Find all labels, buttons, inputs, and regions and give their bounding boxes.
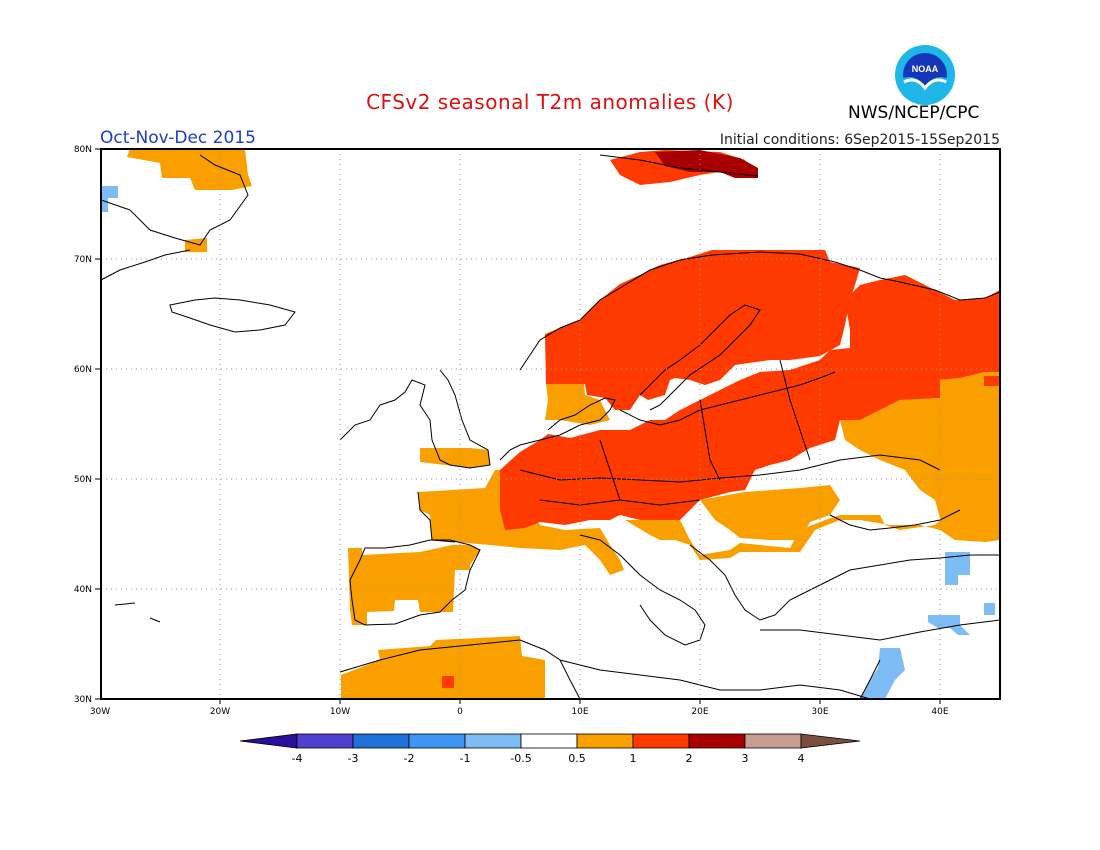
- coastlines: [101, 154, 1000, 699]
- anomaly-region-red-scandinavia: [545, 250, 860, 410]
- legend-tick-minus4: -4: [292, 752, 303, 765]
- lon-label-0: 0: [457, 707, 463, 717]
- lat-label-60n: 60N: [74, 365, 92, 375]
- legend-bin-minus2-minus1: [408, 733, 466, 749]
- anomaly-region-orange-balkan: [700, 485, 840, 540]
- latitude-labels: 80N 70N 60N 50N 40N 30N: [74, 145, 92, 705]
- map-frame: [100, 148, 1001, 700]
- anomaly-region-orange-west: [341, 636, 545, 699]
- legend-tick-minus3: -3: [348, 752, 359, 765]
- legend-tick-minus05: -0.5: [510, 752, 531, 765]
- agency-label: NWS/NCEP/CPC: [848, 103, 980, 123]
- legend-tick-minus1: -1: [460, 752, 471, 765]
- legend-tick-3: 3: [742, 752, 749, 765]
- anomaly-region-darkred-svalbard: [655, 150, 758, 178]
- anomaly-region-orange-uk: [420, 448, 490, 468]
- legend-tick-4: 4: [798, 752, 805, 765]
- lon-label-30w: 30W: [90, 707, 110, 717]
- legend-bin-minus1-minus05: [464, 733, 522, 749]
- legend-bin-3-4: [744, 733, 802, 749]
- color-legend: -4 -3 -2 -1 -0.5 0.5 1 2 3 4: [239, 733, 861, 765]
- graticule: [101, 149, 1000, 699]
- lat-label-40n: 40N: [74, 585, 92, 595]
- initial-conditions: Initial conditions: 6Sep2015-15Sep2015: [719, 132, 1000, 148]
- noaa-logo: NOAA: [895, 45, 955, 105]
- legend-bin-neutral: [520, 733, 578, 749]
- legend-tick-1: 1: [630, 752, 637, 765]
- lon-label-10w: 10W: [330, 707, 350, 717]
- lat-label-50n: 50N: [74, 475, 92, 485]
- forecast-period: Oct-Nov-Dec 2015: [100, 128, 256, 148]
- legend-bin-2-3: [688, 733, 746, 749]
- noaa-logo-text: NOAA: [912, 64, 939, 74]
- anomaly-region-blue-greenland: [101, 186, 118, 212]
- map-title: CFSv2 seasonal T2m anomalies (K): [366, 90, 734, 114]
- legend-bin-05-1: [576, 733, 634, 749]
- anomaly-fields: [101, 149, 1000, 699]
- anomaly-region-blue-levant: [860, 648, 905, 699]
- legend-tick-05: 0.5: [568, 752, 586, 765]
- anomaly-region-orange-scandinavia: [545, 384, 610, 425]
- legend-bin-above-4: [800, 733, 861, 749]
- legend-tick-2: 2: [686, 752, 693, 765]
- lon-label-30e: 30E: [811, 707, 828, 717]
- legend-bin-minus4-minus3: [296, 733, 354, 749]
- lat-label-30n: 30N: [74, 695, 92, 705]
- lon-label-10e: 10E: [571, 707, 588, 717]
- anomaly-region-orange-greenland: [127, 149, 252, 252]
- lat-label-80n: 80N: [74, 145, 92, 155]
- anomaly-region-orange-russia: [840, 372, 1000, 540]
- lon-label-40e: 40E: [931, 707, 948, 717]
- anomaly-region-blue-turkey: [928, 552, 995, 635]
- lon-label-20e: 20E: [691, 707, 708, 717]
- legend-tick-minus2: -2: [404, 752, 415, 765]
- lat-label-70n: 70N: [74, 255, 92, 265]
- legend-bin-1-2: [632, 733, 690, 749]
- longitude-labels: 30W 20W 10W 0 10E 20E 30E 40E: [90, 707, 949, 717]
- anomaly-region-red-europe: [500, 275, 1000, 530]
- legend-bin-minus3-minus2: [352, 733, 410, 749]
- lon-label-20w: 20W: [210, 707, 230, 717]
- legend-bin-below-minus4: [239, 733, 298, 749]
